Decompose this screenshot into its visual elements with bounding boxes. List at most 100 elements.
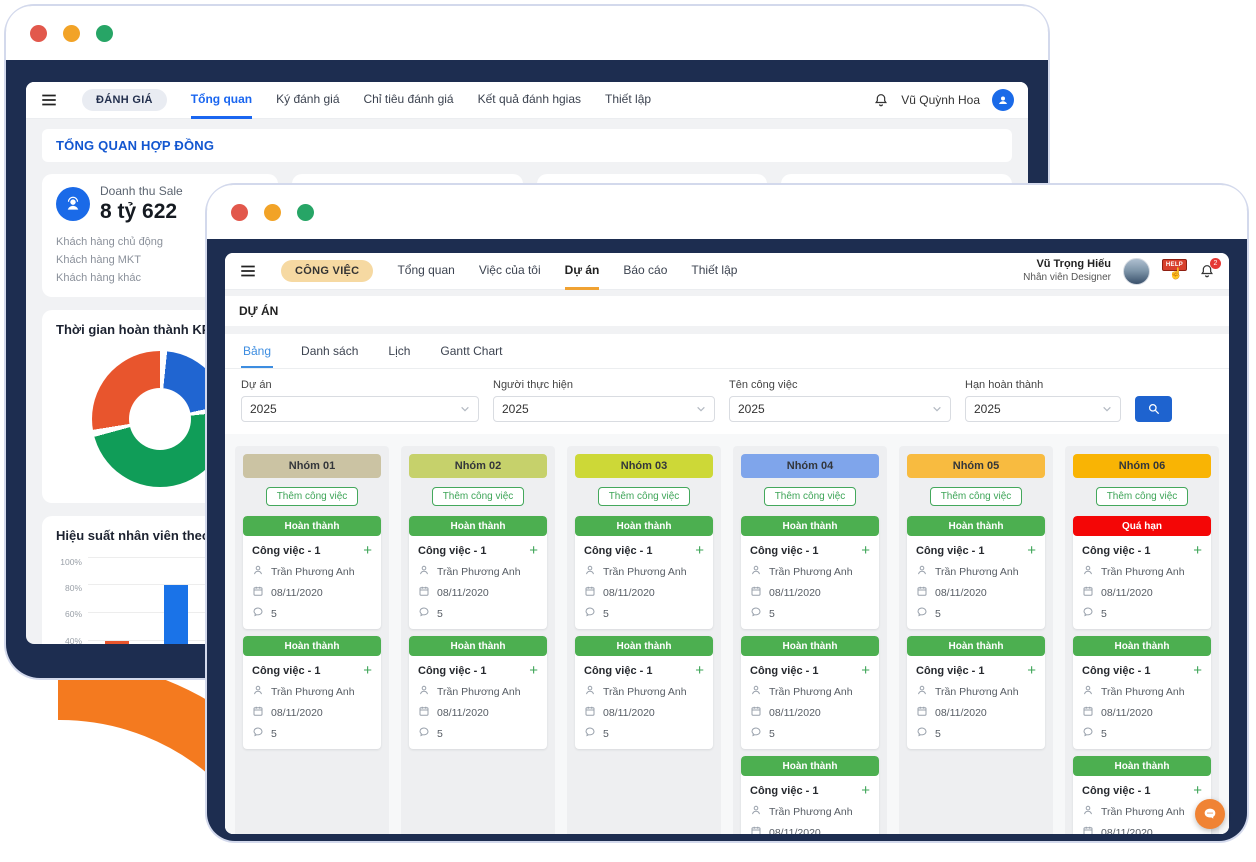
task-card[interactable]: Hoàn thành Công việc - 1 + Trần Phương A… bbox=[409, 516, 547, 629]
plus-icon[interactable]: + bbox=[861, 782, 870, 799]
task-card[interactable]: Hoàn thành Công việc - 1 + Trần Phương A… bbox=[741, 636, 879, 749]
task-card[interactable]: Hoàn thành Công việc - 1 + Trần Phương A… bbox=[741, 516, 879, 629]
plus-icon[interactable]: + bbox=[695, 542, 704, 559]
task-card[interactable]: Hoàn thành Công việc - 1 + Trần Phương A… bbox=[243, 636, 381, 749]
column-header: Nhóm 05 bbox=[907, 454, 1045, 478]
window-control-minimize[interactable] bbox=[63, 24, 80, 42]
task-name-select[interactable]: 2025 bbox=[729, 396, 951, 422]
tab-ky-danh-gia[interactable]: Ký đánh giá bbox=[276, 91, 340, 106]
plus-icon[interactable]: + bbox=[861, 662, 870, 679]
view-tab-gantt[interactable]: Gantt Chart bbox=[440, 344, 503, 358]
decorative-arc bbox=[58, 662, 210, 782]
chevron-down-icon bbox=[933, 406, 941, 412]
task-card[interactable]: Hoàn thành Công việc - 1 + Trần Phương A… bbox=[1073, 636, 1211, 749]
section-title: TỔNG QUAN HỢP ĐỒNG bbox=[42, 129, 1012, 162]
chat-fab[interactable] bbox=[1195, 799, 1225, 829]
view-tab-lich[interactable]: Lịch bbox=[388, 344, 411, 358]
window-control-zoom[interactable] bbox=[96, 24, 113, 42]
task-card[interactable]: Quá hạn Công việc - 1 + Trần Phương Anh … bbox=[1073, 516, 1211, 629]
plus-icon[interactable]: + bbox=[363, 662, 372, 679]
person-icon bbox=[750, 684, 762, 699]
tab-du-an[interactable]: Dự án bbox=[564, 253, 600, 290]
kanban-column: Nhóm 01 Thêm công việc Hoàn thành Công v… bbox=[235, 446, 389, 834]
add-task-button[interactable]: Thêm công việc bbox=[929, 487, 1023, 506]
plus-icon[interactable]: + bbox=[1193, 542, 1202, 559]
window-control-close[interactable] bbox=[30, 24, 47, 42]
kpi-value: 8 tỷ 622 bbox=[100, 200, 178, 223]
add-task-button[interactable]: Thêm công việc bbox=[763, 487, 857, 506]
task-card[interactable]: Hoàn thành Công việc - 1 + Trần Phương A… bbox=[575, 636, 713, 749]
card-assignee: Trần Phương Anh bbox=[603, 685, 687, 698]
card-status: Hoàn thành bbox=[741, 636, 879, 656]
plus-icon[interactable]: + bbox=[861, 542, 870, 559]
assignee-select[interactable]: 2025 bbox=[493, 396, 715, 422]
hamburger-icon[interactable] bbox=[239, 262, 257, 280]
add-task-button[interactable]: Thêm công việc bbox=[1095, 487, 1189, 506]
bell-icon[interactable] bbox=[873, 92, 889, 108]
tab-chi-tieu-danh-gia[interactable]: Chỉ tiêu đánh giá bbox=[363, 91, 454, 106]
task-card[interactable]: Hoàn thành Công việc - 1 + Trần Phương A… bbox=[575, 516, 713, 629]
pointing-hand-icon: ☝ bbox=[1169, 268, 1183, 280]
tab-viec-cua-toi[interactable]: Việc của tôi bbox=[478, 262, 541, 277]
card-title: Công việc - 1 bbox=[1082, 664, 1151, 677]
task-card[interactable]: Hoàn thành Công việc - 1 + Trần Phương A… bbox=[1073, 756, 1211, 834]
user-avatar[interactable] bbox=[1123, 257, 1150, 285]
card-comments: 5 bbox=[1101, 607, 1107, 620]
card-title: Công việc - 1 bbox=[1082, 784, 1151, 797]
plus-icon[interactable]: + bbox=[529, 662, 538, 679]
filter-label: Hạn hoàn thành bbox=[965, 379, 1044, 391]
plus-icon[interactable]: + bbox=[529, 542, 538, 559]
card-due-date: 08/11/2020 bbox=[1101, 586, 1153, 599]
tab-bao-cao[interactable]: Báo cáo bbox=[623, 262, 668, 277]
project-select[interactable]: 2025 bbox=[241, 396, 479, 422]
task-card[interactable]: Hoàn thành Công việc - 1 + Trần Phương A… bbox=[907, 636, 1045, 749]
tab-tong-quan[interactable]: Tổng quan bbox=[397, 262, 455, 277]
add-task-button[interactable]: Thêm công việc bbox=[265, 487, 359, 506]
plus-icon[interactable]: + bbox=[1193, 782, 1202, 799]
plus-icon[interactable]: + bbox=[1193, 662, 1202, 679]
tab-tong-quan[interactable]: Tổng quan bbox=[190, 82, 253, 119]
front-browser-window: CÔNG VIỆC Tổng quan Việc của tôi Dự án B… bbox=[207, 185, 1247, 841]
window-control-minimize[interactable] bbox=[264, 203, 281, 221]
window-control-zoom[interactable] bbox=[297, 203, 314, 221]
hamburger-icon[interactable] bbox=[40, 91, 58, 109]
tab-thiet-lap[interactable]: Thiết lập bbox=[605, 91, 652, 106]
card-comments: 5 bbox=[437, 607, 443, 620]
column-body: Hoàn thành Công việc - 1 + Trần Phương A… bbox=[409, 509, 547, 749]
plus-icon[interactable]: + bbox=[1027, 662, 1036, 679]
deadline-select[interactable]: 2025 bbox=[965, 396, 1121, 422]
user-avatar[interactable] bbox=[992, 89, 1014, 111]
column-title: Nhóm 04 bbox=[786, 460, 834, 472]
kanban-column: Nhóm 06 Thêm công việc Quá hạn Công việc… bbox=[1065, 446, 1219, 834]
tab-thiet-lap[interactable]: Thiết lập bbox=[691, 262, 738, 277]
person-icon bbox=[584, 564, 596, 579]
tab-ket-qua-danh-gia[interactable]: Kết quả đánh hgias bbox=[477, 91, 582, 106]
window-control-close[interactable] bbox=[231, 203, 248, 221]
calendar-icon bbox=[916, 705, 928, 720]
bar-chart-y-axis: 100%80%60%40%20%0 bbox=[60, 557, 82, 644]
comment-icon bbox=[418, 726, 430, 741]
kpi-sub-item: Khách hàng chủ động bbox=[56, 236, 164, 248]
bell-icon[interactable]: 2 bbox=[1199, 258, 1221, 279]
task-card[interactable]: Hoàn thành Công việc - 1 + Trần Phương A… bbox=[741, 756, 879, 834]
view-tab-bang[interactable]: Bảng bbox=[241, 334, 274, 368]
search-button[interactable] bbox=[1135, 396, 1172, 422]
calendar-icon bbox=[1082, 705, 1094, 720]
column-header: Nhóm 06 bbox=[1073, 454, 1211, 478]
donut-chart bbox=[92, 351, 228, 487]
plus-icon[interactable]: + bbox=[695, 662, 704, 679]
card-status: Hoàn thành bbox=[243, 636, 381, 656]
view-tab-danh-sach[interactable]: Danh sách bbox=[301, 344, 359, 358]
task-card[interactable]: Hoàn thành Công việc - 1 + Trần Phương A… bbox=[409, 636, 547, 749]
card-title: Công việc - 1 bbox=[418, 544, 487, 557]
add-task-button[interactable]: Thêm công việc bbox=[431, 487, 525, 506]
task-card[interactable]: Hoàn thành Công việc - 1 + Trần Phương A… bbox=[907, 516, 1045, 629]
filter-label: Tên công việc bbox=[729, 379, 798, 391]
add-task-button[interactable]: Thêm công việc bbox=[597, 487, 691, 506]
help-icon[interactable]: HELP ☝ bbox=[1162, 259, 1187, 283]
plus-icon[interactable]: + bbox=[1027, 542, 1036, 559]
task-card[interactable]: Hoàn thành Công việc - 1 + Trần Phương A… bbox=[243, 516, 381, 629]
plus-icon[interactable]: + bbox=[363, 542, 372, 559]
card-due-date: 08/11/2020 bbox=[935, 586, 987, 599]
card-title: Công việc - 1 bbox=[252, 664, 321, 677]
